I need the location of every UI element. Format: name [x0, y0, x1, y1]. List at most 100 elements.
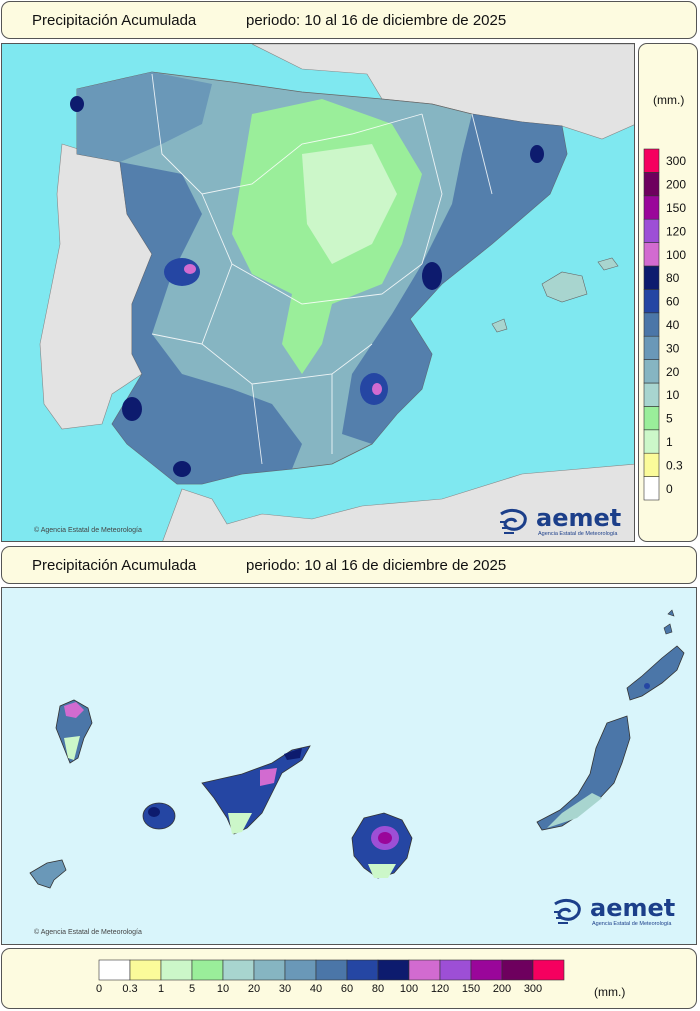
- fuerteventura-south: [547, 793, 602, 828]
- tenerife-anaga: [284, 748, 302, 760]
- la-palma-south: [64, 736, 80, 760]
- hlegend-label-0: 0: [96, 983, 102, 995]
- vlegend-swatch-5: [643, 359, 660, 384]
- vlegend-swatch-8: [643, 289, 660, 314]
- tenerife-core: [260, 768, 277, 786]
- peninsula-map-svg: [2, 44, 634, 541]
- vertical-legend-unit: (mm.): [653, 93, 685, 107]
- bottom-logo-text: aemet: [590, 894, 676, 922]
- region-borders: [151, 73, 493, 465]
- vlegend-label-3: 5: [666, 412, 673, 426]
- vlegend-swatch-6: [643, 335, 660, 360]
- top-credit: © Agencia Estatal de Meteorología: [34, 527, 142, 534]
- gran-canaria-south: [368, 864, 396, 878]
- fuerteventura: [536, 715, 631, 831]
- vlegend-swatch-4: [643, 382, 660, 407]
- vlegend-swatch-10: [643, 242, 660, 267]
- hlegend-swatch-4: [222, 959, 255, 981]
- vlegend-swatch-7: [643, 312, 660, 337]
- alegranza: [667, 609, 675, 617]
- hlegend-swatch-10: [408, 959, 441, 981]
- canary-sea: [2, 588, 696, 944]
- canary-map-svg: [2, 588, 696, 944]
- hlegend-label-8: 60: [341, 983, 353, 995]
- hlegend-swatch-11: [439, 959, 472, 981]
- hlegend-swatch-0: [98, 959, 131, 981]
- el-hierro: [29, 859, 67, 889]
- hlegend-label-10: 100: [400, 983, 418, 995]
- la-palma: [55, 699, 93, 764]
- top-logo-text: aemet: [536, 504, 622, 532]
- la-gomera-core: [148, 807, 160, 817]
- spot-extremadura-core: [184, 264, 196, 274]
- vlegend-swatch-3: [643, 406, 660, 431]
- vlegend-swatch-13: [643, 172, 660, 197]
- spot-huelva: [122, 397, 142, 421]
- vlegend-label-8: 60: [666, 295, 680, 309]
- vlegend-label-9: 80: [666, 271, 680, 285]
- vlegend-label-11: 120: [666, 224, 686, 238]
- vlegend-swatch-2: [643, 429, 660, 454]
- vlegend-label-0: 0: [666, 482, 673, 496]
- hlegend-label-12: 150: [462, 983, 480, 995]
- hlegend-label-2: 1: [158, 983, 164, 995]
- vlegend-swatch-14: [643, 148, 660, 173]
- vlegend-label-13: 200: [666, 178, 686, 192]
- hlegend-swatch-9: [377, 959, 410, 981]
- bottom-logo-subtitle: Agencia Estatal de Meteorología: [592, 921, 672, 927]
- hlegend-swatch-5: [253, 959, 286, 981]
- hlegend-label-5: 20: [248, 983, 260, 995]
- vlegend-swatch-11: [643, 218, 660, 243]
- spot-valencia: [422, 262, 442, 290]
- vlegend-swatch-0: [643, 476, 660, 501]
- horizontal-legend: 0 0.3 1 5 10 20 30 40 60 80 100 120 150 200 300 (mm.): [1, 948, 697, 1009]
- hlegend-swatch-6: [284, 959, 317, 981]
- hlegend-label-13: 200: [493, 983, 511, 995]
- vlegend-label-7: 40: [666, 318, 680, 332]
- gran-canaria-core: [378, 832, 392, 844]
- top-aemet-logo: aemet Agencia Estatal de Meteorología: [498, 504, 628, 538]
- hlegend-label-14: 300: [524, 983, 542, 995]
- canary-map: © Agencia Estatal de Meteorología aemet …: [1, 587, 697, 945]
- top-logo-subtitle: Agencia Estatal de Meteorología: [538, 531, 618, 537]
- precip-band-central-light: [302, 144, 397, 264]
- la-graciosa: [663, 623, 673, 635]
- vlegend-label-12: 150: [666, 201, 686, 215]
- vlegend-label-5: 20: [666, 365, 680, 379]
- bottom-period: periodo: 10 al 16 de diciembre de 2025: [246, 557, 507, 574]
- top-period: periodo: 10 al 16 de diciembre de 2025: [246, 12, 507, 29]
- menorca: [597, 257, 619, 271]
- vlegend-swatch-12: [643, 195, 660, 220]
- vertical-legend: (mm.) 0 0.3 1 5 10 20 30 40 60 80 100 120 150 200 300: [638, 43, 698, 542]
- hlegend-swatch-3: [191, 959, 224, 981]
- spot-murcia-core: [372, 383, 382, 395]
- hlegend-swatch-1: [129, 959, 162, 981]
- aemet-swirl-icon: [554, 898, 581, 924]
- horizontal-legend-unit: (mm.): [594, 985, 626, 999]
- vlegend-label-2: 1: [666, 435, 673, 449]
- vlegend-label-14: 300: [666, 154, 686, 168]
- lanzarote-spot: [644, 683, 650, 689]
- hlegend-label-7: 40: [310, 983, 322, 995]
- ibiza: [491, 318, 508, 333]
- hlegend-swatch-7: [315, 959, 348, 981]
- hlegend-swatch-14: [532, 959, 565, 981]
- aemet-swirl-icon: [500, 508, 527, 534]
- top-title-bar: Precipitación Acumulada periodo: 10 al 1…: [1, 1, 697, 39]
- hlegend-swatch-8: [346, 959, 379, 981]
- vlegend-swatch-9: [643, 265, 660, 290]
- hlegend-label-4: 10: [217, 983, 229, 995]
- peninsula-map: © Agencia Estatal de Meteorología aemet …: [1, 43, 635, 542]
- hlegend-label-1: 0.3: [122, 983, 137, 995]
- vlegend-label-10: 100: [666, 248, 686, 262]
- hlegend-label-9: 80: [372, 983, 384, 995]
- vlegend-label-4: 10: [666, 388, 680, 402]
- hlegend-swatch-13: [501, 959, 534, 981]
- hlegend-label-6: 30: [279, 983, 291, 995]
- vlegend-label-6: 30: [666, 341, 680, 355]
- lanzarote: [626, 645, 685, 701]
- precip-band-north: [77, 72, 212, 162]
- horizontal-legend-scale: 0 0.3 1 5 10 20 30 40 60 80 100 120 150 200 300: [96, 959, 565, 995]
- hlegend-swatch-12: [470, 959, 503, 981]
- tenerife: [201, 745, 311, 835]
